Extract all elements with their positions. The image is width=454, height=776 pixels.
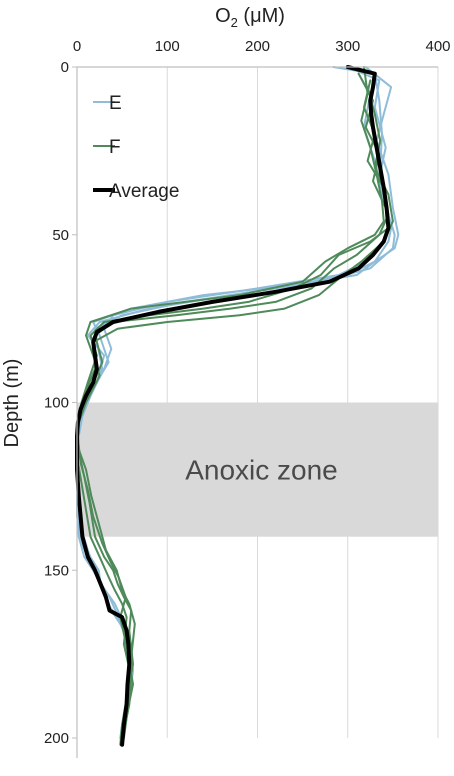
y-tick-label: 150 [44, 562, 69, 579]
legend-label-average: Average [109, 181, 179, 202]
x-tick-label: 0 [73, 38, 81, 55]
y-tick-label: 0 [61, 59, 69, 76]
legend-label-e: E [109, 93, 122, 114]
x-tick-label: 300 [335, 38, 360, 55]
series-average [75, 65, 391, 747]
legend-label-f: F [109, 137, 121, 158]
axis-layer: 0 100 200 300 400 0 50 100 150 200 [44, 38, 451, 758]
x-tick-label: 200 [245, 38, 270, 55]
series-layer [75, 65, 400, 747]
anoxic-zone-label: Anoxic zone [185, 455, 338, 486]
x-tick-label: 100 [155, 38, 180, 55]
y-tick-label: 200 [44, 730, 69, 747]
x-axis-title: O2 (μM) [215, 5, 285, 30]
anoxic-zone-layer: Anoxic zone [77, 402, 438, 537]
y-axis-title: Depth (m) [1, 359, 23, 448]
series-line-e-4 [76, 72, 391, 625]
y-tick-label: 50 [52, 227, 69, 244]
legend: E F Average [93, 93, 179, 202]
x-tick-label: 400 [425, 38, 450, 55]
anoxic-zone-band [77, 402, 438, 537]
y-tick-label: 100 [44, 395, 69, 412]
series-line-average-1 [75, 65, 391, 747]
